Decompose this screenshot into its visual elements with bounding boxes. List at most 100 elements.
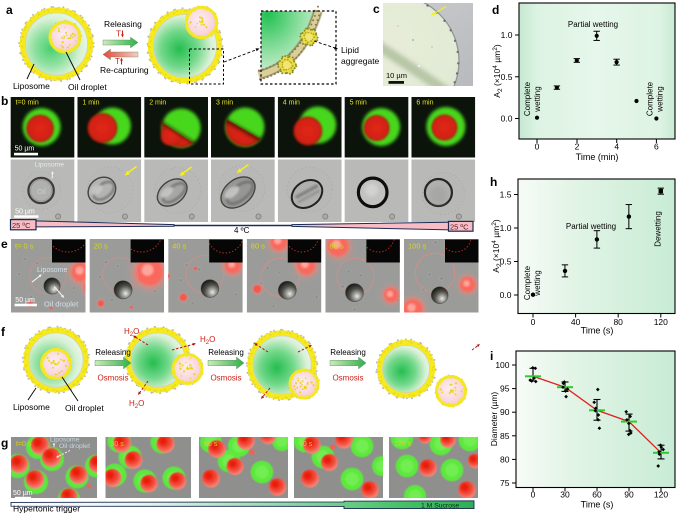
svg-text:50 µm: 50 µm bbox=[15, 209, 35, 216]
svg-text:A2 (×104 µm2): A2 (×104 µm2) bbox=[491, 219, 504, 273]
svg-text:Releasing: Releasing bbox=[95, 348, 131, 357]
svg-text:25 ºC: 25 ºC bbox=[12, 221, 31, 230]
svg-text:Oil droplet: Oil droplet bbox=[59, 443, 90, 450]
svg-text:6 min: 6 min bbox=[416, 100, 433, 107]
svg-text:0.5: 0.5 bbox=[500, 257, 512, 267]
svg-text:h: h bbox=[490, 175, 497, 189]
svg-text:i: i bbox=[490, 349, 493, 363]
svg-text:20 s: 20 s bbox=[94, 242, 108, 251]
svg-text:1.5: 1.5 bbox=[500, 190, 512, 200]
svg-text:Partial wetting: Partial wetting bbox=[566, 222, 616, 231]
svg-text:2 min: 2 min bbox=[149, 100, 166, 107]
svg-text:Dewetting: Dewetting bbox=[654, 211, 663, 247]
svg-text:Lipid: Lipid bbox=[341, 45, 359, 55]
svg-text:0.0: 0.0 bbox=[501, 114, 513, 124]
svg-text:Re-capturing: Re-capturing bbox=[100, 65, 149, 75]
svg-text:wetting: wetting bbox=[656, 86, 665, 112]
svg-text:Partial wetting: Partial wetting bbox=[568, 20, 618, 29]
svg-text:80: 80 bbox=[500, 454, 510, 464]
svg-text:4 ºC: 4 ºC bbox=[234, 226, 250, 235]
svg-text:100 s: 100 s bbox=[408, 242, 427, 251]
svg-text:30 s: 30 s bbox=[111, 441, 125, 448]
svg-text:Osmosis: Osmosis bbox=[332, 374, 363, 383]
svg-text:10 µm: 10 µm bbox=[386, 71, 407, 80]
svg-text:f: f bbox=[1, 325, 6, 339]
svg-text:wetting: wetting bbox=[533, 86, 542, 112]
svg-text:0: 0 bbox=[531, 490, 536, 500]
svg-text:H2O: H2O bbox=[200, 335, 215, 346]
svg-text:50 µm: 50 µm bbox=[15, 146, 35, 153]
svg-text:T: T bbox=[115, 57, 120, 66]
svg-text:wetting: wetting bbox=[533, 270, 542, 296]
svg-text:40 s: 40 s bbox=[172, 242, 186, 251]
svg-text:A2 (×104 µm2): A2 (×104 µm2) bbox=[492, 44, 505, 98]
svg-text:2: 2 bbox=[575, 142, 580, 152]
svg-text:t=0 min: t=0 min bbox=[16, 100, 39, 107]
svg-text:t=0 s: t=0 s bbox=[16, 441, 32, 448]
svg-text:60: 60 bbox=[592, 490, 602, 500]
svg-text:30: 30 bbox=[560, 490, 570, 500]
svg-text:0.5: 0.5 bbox=[501, 72, 513, 82]
svg-text:H2O: H2O bbox=[124, 327, 139, 338]
svg-text:85: 85 bbox=[500, 431, 510, 441]
svg-text:Liposome: Liposome bbox=[50, 437, 80, 444]
svg-text:95: 95 bbox=[500, 384, 510, 394]
svg-text:Oil droplet: Oil droplet bbox=[68, 82, 107, 92]
svg-text:Complete: Complete bbox=[523, 265, 532, 300]
svg-text:Liposome: Liposome bbox=[13, 402, 50, 412]
svg-text:90: 90 bbox=[500, 407, 510, 417]
svg-text:Osmosis: Osmosis bbox=[97, 374, 128, 383]
svg-text:50 µm: 50 µm bbox=[15, 297, 35, 304]
svg-text:Osmosis: Osmosis bbox=[210, 374, 241, 383]
svg-text:3 min: 3 min bbox=[216, 100, 233, 107]
svg-text:4 min: 4 min bbox=[283, 100, 300, 107]
svg-text:Releasing: Releasing bbox=[104, 19, 142, 29]
svg-text:4: 4 bbox=[614, 142, 619, 152]
svg-text:120: 120 bbox=[654, 490, 668, 500]
svg-text:Hypertonic trigger: Hypertonic trigger bbox=[13, 504, 80, 514]
svg-text:Oil: Oil bbox=[37, 189, 46, 196]
svg-text:60 s: 60 s bbox=[204, 441, 218, 448]
svg-text:Complete: Complete bbox=[646, 81, 655, 116]
svg-text:60 s: 60 s bbox=[251, 242, 265, 251]
svg-text:0: 0 bbox=[531, 317, 536, 327]
svg-text:Diameter (µm): Diameter (µm) bbox=[489, 392, 499, 447]
svg-text:Time (min): Time (min) bbox=[576, 152, 619, 162]
svg-text:80 s: 80 s bbox=[329, 242, 343, 251]
svg-text:90: 90 bbox=[624, 490, 634, 500]
svg-text:a: a bbox=[6, 3, 13, 17]
svg-text:Time (s): Time (s) bbox=[581, 326, 614, 336]
svg-text:0: 0 bbox=[535, 142, 540, 152]
svg-text:g: g bbox=[1, 436, 8, 450]
svg-text:Oil droplet: Oil droplet bbox=[44, 300, 79, 309]
svg-text:Releasing: Releasing bbox=[330, 348, 366, 357]
svg-text:b: b bbox=[1, 94, 8, 108]
svg-text:Releasing: Releasing bbox=[208, 348, 244, 357]
svg-text:25 ºC: 25 ºC bbox=[450, 222, 469, 231]
svg-text:120: 120 bbox=[654, 317, 668, 327]
svg-text:5 min: 5 min bbox=[350, 100, 367, 107]
svg-text:50 µm: 50 µm bbox=[13, 490, 33, 497]
svg-text:Time (s): Time (s) bbox=[581, 500, 614, 510]
svg-text:0.0: 0.0 bbox=[500, 290, 512, 300]
svg-text:80: 80 bbox=[613, 317, 623, 327]
svg-text:Liposome: Liposome bbox=[37, 267, 67, 274]
svg-text:T: T bbox=[116, 30, 121, 39]
svg-text:aggregate: aggregate bbox=[341, 56, 380, 66]
svg-text:40: 40 bbox=[571, 317, 581, 327]
svg-text:1 M Sucrose: 1 M Sucrose bbox=[421, 503, 459, 510]
svg-text:120 s: 120 s bbox=[394, 441, 412, 448]
svg-text:c: c bbox=[373, 2, 380, 16]
svg-text:1.0: 1.0 bbox=[501, 30, 513, 40]
svg-text:Liposome: Liposome bbox=[35, 162, 65, 169]
svg-text:75: 75 bbox=[500, 478, 510, 488]
svg-text:1 min: 1 min bbox=[82, 100, 99, 107]
svg-text:100: 100 bbox=[495, 360, 509, 370]
svg-text:d: d bbox=[492, 3, 499, 17]
svg-text:t= 0 s: t= 0 s bbox=[15, 242, 34, 251]
svg-text:1.0: 1.0 bbox=[500, 223, 512, 233]
svg-text:90 s: 90 s bbox=[299, 441, 313, 448]
svg-text:Complete: Complete bbox=[523, 81, 532, 116]
svg-text:Liposome: Liposome bbox=[13, 81, 50, 91]
svg-text:Oil droplet: Oil droplet bbox=[65, 403, 104, 413]
